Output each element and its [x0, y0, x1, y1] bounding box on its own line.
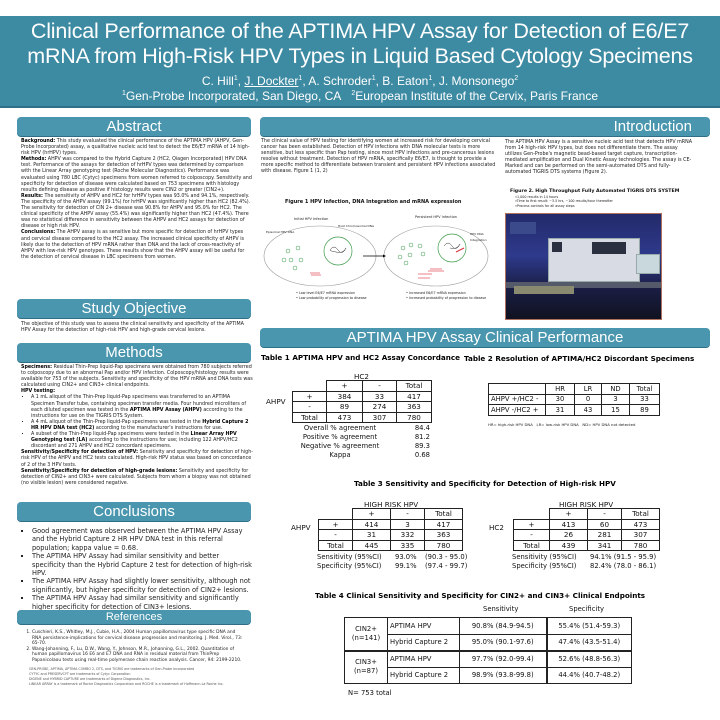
table-row: Total 473 307 780 — [292, 411, 432, 423]
introduction-para-1: The clinical value of HPV testing for id… — [261, 139, 496, 175]
tigris-system-photo — [505, 213, 662, 320]
figure1-title: Figure 1 HPV Infection, DNA Integration … — [285, 199, 462, 205]
references-list: Cuschieri, K.S., Whitley, M.J., Cubie, H… — [24, 630, 246, 664]
table2-title: Table 2 Resolution of APTIMA/HC2 Discord… — [464, 354, 695, 363]
figure1-diagram: Initial HPV Infection Persistent HPV Inf… — [258, 190, 498, 310]
table-row: + 414 3 417 — [318, 518, 463, 530]
list-item: Cuschieri, K.S., Whitley, M.J., Cubie, H… — [32, 630, 246, 647]
study-objective-heading: Study Objective — [17, 299, 251, 318]
figure1-right-bullets: • Increased E6/E7 mRNA expression • Incr… — [406, 291, 487, 300]
table-row: Hybrid Capture 2 98.9% (93.8-99.8) 44.4%… — [345, 666, 632, 684]
list-item: Wang-Johanning, F., Lu, D.W., Wang, Y., … — [32, 647, 246, 664]
monitor-icon — [636, 254, 660, 274]
conclusions-list: Good agreement was observed between the … — [20, 527, 254, 611]
abstract-text: Background: This study evaluated the cli… — [21, 139, 252, 260]
list-item: The APTIMA HPV Assay had slightly lower … — [32, 577, 254, 594]
table3-right-row-group: HC2 — [489, 523, 504, 532]
table-row: AHPV -/HC2 + 31 43 15 89 — [488, 404, 660, 416]
figure2-title: Figure 2. High Throughput Fully Automate… — [510, 189, 680, 194]
table4-footnote: N= 753 total — [348, 689, 392, 697]
hpv-testing-list: A 1 mL aliquot of the Thin-Prep liquid-P… — [21, 395, 253, 450]
introduction-para-2: The APTIMA HPV Assay is a sensitive nucl… — [505, 140, 693, 176]
table3-left-col-group: HIGH RISK HPV — [364, 500, 419, 509]
table-row: AHPV +/HC2 - 30 0 3 33 — [488, 393, 660, 405]
list-item: The APTIMA HPV Assay had similar sensiti… — [32, 552, 254, 577]
table-row: CIN3+ (n=87) APTIMA HPV 97.7% (92.0-99.4… — [344, 650, 632, 684]
references-heading: References — [17, 610, 251, 624]
hpv-infection-diagram-icon — [263, 225, 489, 287]
presenting-author: J. Dockter — [244, 74, 299, 88]
list-item: A 4 mL aliquot of the Thin-Prep liquid-P… — [31, 420, 253, 432]
table-row: + 413 60 473 — [513, 518, 660, 530]
figure1-left-label: Initial HPV Infection — [294, 217, 329, 221]
conclusions-heading: Conclusions — [17, 502, 251, 521]
clinical-performance-heading: APTIMA HPV Assay Clinical Performance — [260, 328, 710, 347]
table3-hc2-stats: Sensitivity (95%CI) 94.1% (91.5 - 95.9) S… — [512, 553, 657, 570]
list-item: Good agreement was observed between the … — [32, 527, 254, 552]
table3-ahpv-stats: Sensitivity (95%CI) 93.0% (90.3 - 95.0) Sp… — [317, 553, 468, 570]
table-row: CIN2+ (n=141) APTIMA HPV 90.8% (84.9-94.… — [344, 617, 632, 651]
table-row: + 384 33 417 — [292, 390, 432, 402]
table3-ahpv: + - Total + 414 3 417 - 31 332 363 Total… — [318, 508, 463, 551]
table3-left-row-group: AHPV — [291, 523, 311, 532]
table4-title: Table 4 Clinical Sensitivity and Specifi… — [315, 591, 646, 600]
table1-stats: Overall % agreement 84.4 Positive % agree… — [300, 424, 430, 459]
table1-row-group: AHPV — [266, 397, 286, 406]
table-row: - 26 281 307 — [513, 529, 660, 541]
table1: + - Total + 384 33 417 - 89 274 363 Tota… — [292, 380, 432, 423]
table3-hc2: + - Total + 413 60 473 - 26 281 307 Tota… — [513, 508, 660, 551]
list-item: A subset of the Thin-Prep liquid-Pap spe… — [31, 432, 253, 450]
table2: HR LR ND Total AHPV +/HC2 - 30 0 3 33 AH… — [488, 383, 660, 416]
trademarks: GEN-PROBE, APTIMA, APTIMA COMBO 2, DTS, … — [29, 667, 224, 686]
list-item: A 1 mL aliquot of the Thin-Prep liquid-P… — [31, 395, 253, 419]
table-row: Total 439 341 780 — [513, 539, 660, 551]
figure1-right-label: Persistent HPV Infection — [415, 215, 457, 219]
abstract-heading: Abstract — [17, 117, 251, 136]
study-objective-text: The objective of this study was to asses… — [21, 322, 244, 334]
affiliations: 1Gen-Probe Incorporated, San Diego, CA 2… — [121, 89, 599, 103]
table-row: - 89 274 363 — [292, 401, 432, 413]
table-row: Hybrid Capture 2 95.0% (90.1-97.6) 47.4%… — [345, 633, 632, 651]
table3-right-col-group: HIGH RISK HPV — [559, 500, 614, 509]
figure1-integration-label: HPV DNA Integration — [470, 232, 487, 243]
table4-col-specificity: Specificity — [569, 605, 605, 613]
list-item: The APTIMA HPV Assay had similar sensiti… — [32, 594, 254, 611]
introduction-heading: Introduction — [260, 117, 710, 136]
table-row: - 31 332 363 — [318, 529, 463, 541]
methods-heading: Methods — [17, 343, 251, 362]
table2-footnote: HR= high-risk HPV DNA LR= low-risk HPV D… — [488, 422, 636, 427]
author-list: C. Hill1, J. Dockter1, A. Schroder1, B. … — [201, 74, 519, 88]
table3-title: Table 3 Sensitivity and Specificity for … — [354, 479, 616, 488]
table1-title: Table 1 APTIMA HPV and HC2 Assay Concord… — [261, 353, 460, 362]
poster-title: Clinical Performance of the APTIMA HPV A… — [27, 19, 693, 68]
title-banner: Clinical Performance of the APTIMA HPV A… — [0, 16, 720, 108]
figure1-host-label: Host Chromosomal DNA — [338, 224, 375, 228]
table4: CIN2+ (n=141) APTIMA HPV 90.8% (84.9-94.… — [344, 617, 632, 684]
methods-text: Specimens: Residual Thin-Prep liquid-Pap… — [21, 365, 253, 487]
figure1-episomal-label: Episomal HPV DNA — [266, 230, 295, 234]
table4-col-sensitivity: Sensitivity — [483, 605, 519, 613]
figure2-bullets: »1,000 results in 14 hours »Time to firs… — [515, 195, 613, 208]
table-row: Total 445 335 780 — [318, 539, 463, 551]
table1-col-group: HC2 — [354, 372, 369, 381]
figure1-left-bullets: • Low level E6/E7 mRNA expression • Low … — [296, 291, 367, 300]
